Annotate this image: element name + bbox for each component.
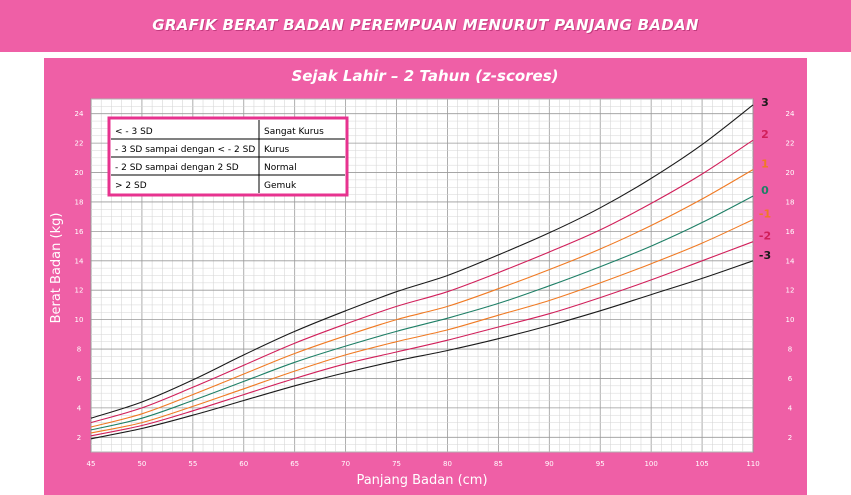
y-tick-label: 14 [75,257,84,265]
y-tick-label: 12 [75,287,84,295]
x-tick-label: 80 [443,460,452,468]
y-tick-label: 22 [786,140,795,148]
y-tick-label: 18 [786,198,795,206]
zscore-curve [90,260,754,440]
series-label: 0 [761,184,769,197]
x-axis-label: Panjang Badan (cm) [356,473,487,488]
y-tick-label: 10 [786,316,795,324]
series-label: -1 [759,208,771,221]
y-tick-label: 20 [786,169,795,177]
y-tick-label: 8 [77,346,81,354]
x-tick-label: 55 [188,460,197,468]
zscore-curve [90,104,754,419]
y-tick-label: 16 [786,228,795,236]
y-tick-label: 8 [788,346,792,354]
x-tick-label: 95 [596,460,605,468]
x-tick-label: 70 [341,460,350,468]
y-tick-label: 18 [75,198,84,206]
series-labels: 3 2 1 0 -1 -2 -3 [759,96,771,262]
x-tick-label: 60 [239,460,248,468]
y-tick-label: 10 [75,316,84,324]
x-tick-label: 45 [87,460,96,468]
x-tick-label: 65 [290,460,299,468]
y-tick-label: 24 [75,110,84,118]
legend-range: > 2 SD [115,181,147,191]
y-tick-label: 6 [77,375,82,383]
x-tick-label: 100 [644,460,657,468]
x-tick-label: 50 [137,460,146,468]
x-tick-label: 90 [545,460,554,468]
legend-table: < - 3 SD Sangat Kurus - 3 SD sampai deng… [107,116,349,197]
y-tick-label: 2 [788,434,792,442]
x-tick-label: 75 [392,460,401,468]
y-tick-label: 20 [75,169,84,177]
legend-status: Gemuk [264,181,297,191]
series-label: -3 [759,249,771,262]
zscore-curve [90,195,754,431]
x-tick-label: 110 [746,460,759,468]
title-banner [0,0,851,52]
zscore-curve [90,169,754,428]
legend-status: Kurus [264,145,290,155]
zscore-curve [90,139,754,424]
y-tick-label: 2 [77,434,81,442]
y-tick-label: 22 [75,140,84,148]
page-title: GRAFIK BERAT BADAN PEREMPUAN MENURUT PAN… [152,16,699,34]
zscore-curves [90,104,754,440]
zscore-curve [90,219,754,434]
series-label: 2 [761,128,769,141]
series-label: -2 [759,230,771,243]
legend-range: - 3 SD sampai dengan < - 2 SD [115,145,255,155]
y-tick-label: 4 [77,404,82,412]
legend-status: Sangat Kurus [264,127,324,137]
chart-subtitle: Sejak Lahir – 2 Tahun (z-scores) [291,67,558,85]
y-tick-label: 24 [786,110,795,118]
zscore-curve [90,241,754,437]
x-tick-label: 105 [695,460,708,468]
y-tick-label: 12 [786,287,795,295]
y-tick-label: 6 [788,375,793,383]
y-tick-label: 14 [786,257,795,265]
y-tick-label: 16 [75,228,84,236]
series-label: 3 [761,96,769,109]
series-label: 1 [761,158,769,171]
legend-status: Normal [264,163,297,173]
y-tick-label: 4 [788,404,793,412]
legend-range: - 2 SD sampai dengan 2 SD [115,163,239,173]
legend-range: < - 3 SD [115,127,153,137]
x-tick-labels: 45 50 55 60 65 70 75 80 85 90 95 100 105 110 [87,460,760,468]
x-tick-label: 85 [494,460,503,468]
y-axis-label: Berat Badan (kg) [49,213,64,324]
